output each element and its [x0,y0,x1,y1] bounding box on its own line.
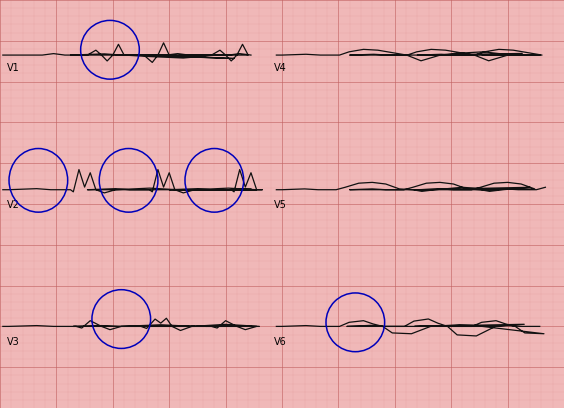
Text: V4: V4 [274,63,287,73]
Text: V1: V1 [7,63,20,73]
Text: V2: V2 [7,200,20,210]
Text: V5: V5 [274,200,287,210]
Text: V3: V3 [7,337,20,347]
Text: V6: V6 [274,337,287,347]
